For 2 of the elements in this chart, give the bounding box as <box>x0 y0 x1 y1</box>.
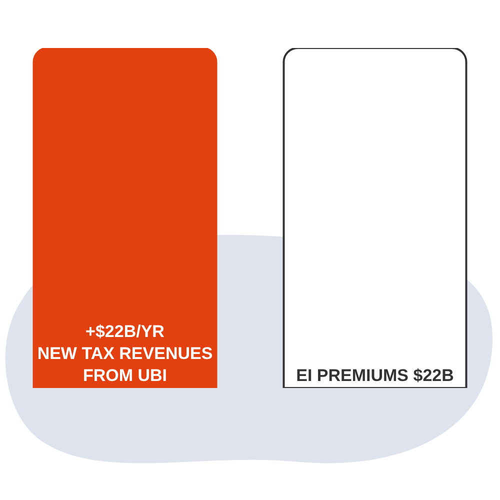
data-label: EI PREMIUMS $22B <box>296 366 454 385</box>
data-label: +$22B/YR NEW TAX REVENUES FROM UBI <box>37 322 213 385</box>
